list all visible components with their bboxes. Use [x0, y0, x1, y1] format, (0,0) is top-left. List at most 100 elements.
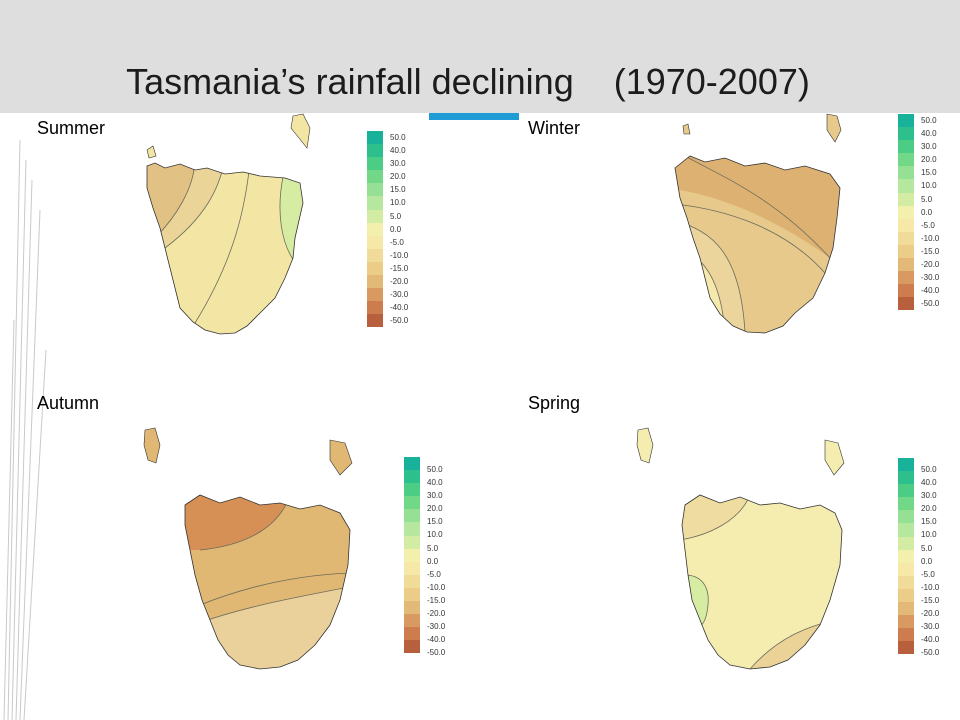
legend-value: 20.0: [390, 172, 406, 182]
legend-swatch: [898, 297, 914, 311]
legend-swatch: [898, 127, 914, 141]
legend-swatch: [898, 231, 914, 245]
legend-swatch: [404, 627, 420, 641]
legend-swatch: [367, 275, 383, 289]
legend-value: 15.0: [921, 517, 937, 527]
legend-value: -10.0: [921, 582, 940, 592]
legend-swatch: [898, 192, 914, 206]
title-accent-bar: [429, 113, 519, 120]
season-label-winter: Winter: [528, 118, 581, 138]
legend-value: -40.0: [427, 635, 446, 645]
legend-value: 0.0: [390, 224, 402, 234]
legend-swatch: [898, 114, 914, 128]
slide-title: Tasmania’s rainfall declining (1970-2007…: [126, 61, 810, 102]
legend-swatch: [404, 483, 420, 497]
legend-value: 30.0: [921, 142, 937, 152]
legend-value: -50.0: [427, 648, 446, 658]
legend-swatch: [898, 218, 914, 232]
legend-swatch: [367, 196, 383, 210]
legend-value: 40.0: [921, 478, 937, 488]
legend-swatch: [898, 471, 914, 485]
legend-value: -5.0: [390, 237, 404, 247]
map-winter: [674, 113, 842, 334]
legend-swatch: [898, 510, 914, 524]
legend-swatch: [898, 153, 914, 167]
legend-value: -30.0: [390, 290, 409, 300]
legend-value: -15.0: [921, 595, 940, 605]
legend-value: 5.0: [921, 194, 933, 204]
legend-swatch: [898, 244, 914, 259]
legend-value: 15.0: [921, 168, 937, 178]
legend-value: -5.0: [921, 220, 935, 230]
legend-swatch: [404, 496, 420, 510]
legend-swatch: [898, 575, 914, 589]
legend-swatch: [898, 258, 914, 272]
legend-value: 40.0: [921, 129, 937, 139]
legend-value: 10.0: [390, 198, 406, 208]
legend-value: 20.0: [921, 155, 937, 165]
legend-swatch: [367, 157, 383, 171]
legend-labels-summer: 50.0 40.0 30.0 20.0 15.0 10.0 5.0 0.0 -5.0 -10.0 -…: [390, 131, 408, 327]
legend-value: -15.0: [427, 595, 446, 605]
legend-swatch: [898, 284, 914, 298]
legend-swatch: [367, 248, 383, 262]
legend-bar-winter: [898, 114, 914, 311]
legend-swatch: [898, 484, 914, 498]
legend-value: 5.0: [390, 211, 402, 221]
legend-value: 20.0: [427, 504, 443, 514]
legend-value: -20.0: [921, 609, 940, 619]
decorative-lines: [3, 139, 47, 720]
legend-swatch: [404, 614, 420, 628]
legend-value: 10.0: [427, 530, 443, 540]
legend-swatch: [898, 615, 914, 629]
legend-swatch: [404, 470, 420, 484]
legend-value: -50.0: [921, 299, 940, 309]
legend-swatch: [898, 602, 914, 616]
legend-swatch: [404, 457, 420, 471]
legend-swatch: [898, 588, 914, 603]
legend-bar-spring: [898, 458, 914, 655]
legend-value: -20.0: [921, 260, 940, 270]
legend-value: 5.0: [427, 543, 439, 553]
legend-value: 0.0: [921, 207, 933, 217]
season-label-spring: Spring: [528, 393, 581, 413]
legend-swatch: [404, 574, 420, 588]
legend-value: -10.0: [427, 582, 446, 592]
legend-value: -5.0: [921, 569, 935, 579]
legend-swatch: [404, 535, 420, 549]
legend-value: -30.0: [921, 622, 940, 632]
legend-swatch: [367, 222, 383, 236]
legend-swatch: [404, 587, 420, 602]
legend-value: -5.0: [427, 569, 441, 579]
legend-value: 15.0: [390, 185, 406, 195]
legend-swatch: [367, 183, 383, 197]
legend-value: -15.0: [921, 246, 940, 256]
legend-value: 50.0: [921, 465, 937, 474]
legend-swatch: [898, 641, 914, 655]
legend-swatch: [367, 314, 383, 328]
legend-value: -20.0: [390, 277, 409, 287]
legend-value: 50.0: [390, 133, 406, 142]
season-label-summer: Summer: [37, 118, 106, 138]
legend-labels-autumn: 50.0 40.0 30.0 20.0 15.0 10.0 5.0 0.0 -5.0 -10.0 -…: [427, 463, 445, 659]
legend-value: -40.0: [390, 303, 409, 313]
legend-swatch: [367, 131, 383, 145]
legend-swatch: [898, 549, 914, 563]
legend-value: 50.0: [427, 465, 443, 474]
legend-value: 0.0: [427, 556, 439, 566]
legend-value: -50.0: [390, 316, 409, 326]
legend-swatch: [898, 271, 914, 285]
legend-swatch: [404, 522, 420, 536]
legend-swatch: [367, 144, 383, 158]
legend-value: -10.0: [390, 250, 409, 260]
legend-value: 20.0: [921, 504, 937, 514]
map-summer: [146, 113, 311, 335]
legend-swatch: [898, 628, 914, 642]
legend-value: 5.0: [921, 543, 933, 553]
legend-swatch: [367, 235, 383, 249]
legend-swatch: [404, 548, 420, 562]
legend-swatch: [898, 523, 914, 537]
legend-swatch: [898, 536, 914, 550]
legend-swatch: [367, 170, 383, 184]
legend-swatch: [898, 497, 914, 511]
